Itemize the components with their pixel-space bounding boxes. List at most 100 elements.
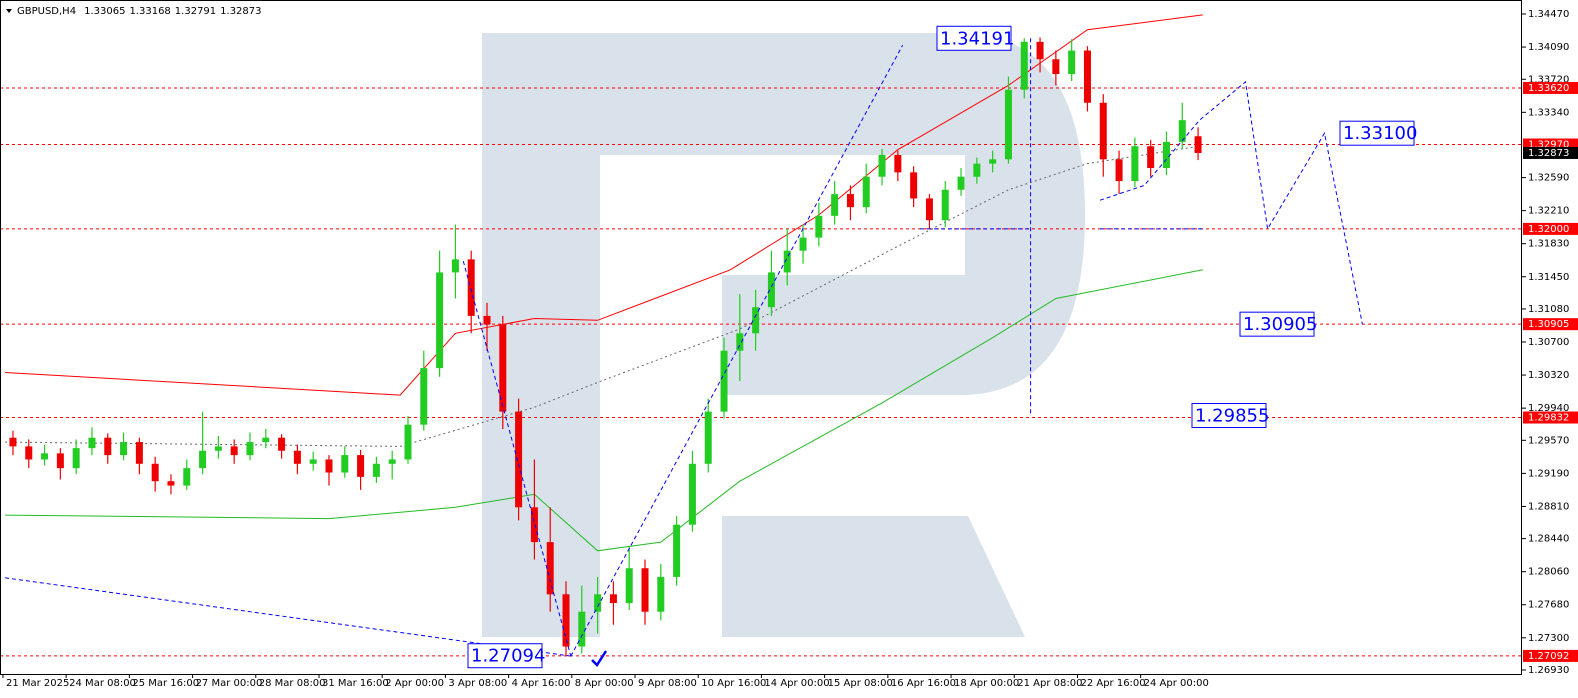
- y-tick-label: 1.32210: [1528, 206, 1569, 217]
- candle-body: [625, 568, 633, 604]
- checkmark: [591, 650, 608, 667]
- plot: 1.34191 1.33100 1.30905 1.29855 1.27094: [0, 14, 1522, 669]
- candle-body: [846, 194, 854, 208]
- x-tick-label: 21 Mar 2025: [6, 678, 69, 689]
- candle-body: [989, 159, 997, 164]
- watermark-shape: [482, 33, 1085, 637]
- candle-body: [214, 446, 222, 451]
- candle-body: [941, 189, 949, 221]
- x-tick-label: 28 Mar 08:00: [259, 678, 326, 689]
- annotation-label: 1.33100: [1343, 123, 1417, 144]
- candle-body: [436, 272, 444, 369]
- annotation-label: 1.34191: [940, 28, 1014, 49]
- candle-body: [1004, 89, 1012, 160]
- y-tick-label: 1.32590: [1528, 173, 1569, 184]
- menu-arrow: [6, 9, 12, 13]
- x-tick-label: 21 Apr 08:00: [1017, 678, 1082, 689]
- open: 1.33065: [84, 6, 125, 17]
- last-price-label: 1.32873: [1528, 148, 1569, 159]
- candle-body: [262, 437, 270, 443]
- candle-body: [752, 307, 760, 334]
- header: GBPUSD,H4 1.33065 1.33168 1.32791 1.32873: [17, 6, 262, 17]
- annotation-label: 1.27094: [471, 646, 545, 667]
- candle-body: [783, 250, 791, 273]
- candle-body: [562, 594, 570, 647]
- candle-body: [515, 411, 523, 508]
- high: 1.33168: [129, 6, 170, 17]
- x-tick-label: 3 Apr 08:00: [448, 678, 507, 689]
- candle-body: [673, 524, 681, 577]
- candle-body: [451, 259, 459, 273]
- candle-body: [357, 455, 365, 477]
- annotation-box: [1191, 403, 1267, 429]
- candle-body: [1099, 102, 1107, 160]
- candle-body: [957, 176, 965, 190]
- y-tick-label: 1.26930: [1528, 665, 1569, 676]
- candle-body: [499, 324, 507, 412]
- candle-body: [467, 259, 475, 316]
- x-tick-label: 4 Apr 16:00: [512, 678, 571, 689]
- annotation-box: [467, 643, 543, 669]
- y-tick-label: 1.31830: [1528, 239, 1569, 250]
- candle-body: [167, 481, 175, 486]
- candle-body: [910, 172, 918, 199]
- candle-body: [230, 446, 238, 456]
- y-tick-label: 1.28060: [1528, 567, 1569, 578]
- price-level-label: 1.33620: [1528, 83, 1569, 94]
- y-tick-label: 1.29570: [1528, 435, 1569, 446]
- candle-body: [815, 215, 823, 238]
- candle-body: [609, 594, 617, 604]
- annotation-box: [1239, 311, 1315, 337]
- watermark: [482, 33, 1085, 637]
- forecast-line: [1099, 80, 1363, 325]
- price-level-label: 1.27092: [1528, 651, 1569, 662]
- candle-body: [325, 459, 333, 473]
- candle-body: [1052, 59, 1060, 75]
- candle-body: [1147, 146, 1155, 168]
- y-tick-label: 1.31080: [1528, 304, 1569, 315]
- x-tick-label: 9 Apr 08:00: [638, 678, 697, 689]
- candle-body: [704, 411, 712, 464]
- candle-body: [1020, 41, 1028, 90]
- candle-body: [151, 463, 159, 482]
- candle-body: [894, 154, 902, 173]
- y-tick-label: 1.34470: [1528, 9, 1569, 20]
- low: 1.32791: [175, 6, 216, 17]
- candle-body: [1083, 50, 1091, 103]
- forecast-line: [462, 260, 572, 657]
- candle-body: [1115, 159, 1123, 182]
- candle-body: [925, 198, 933, 221]
- annotation-label: 1.30905: [1243, 314, 1317, 335]
- forecast-line: [570, 45, 904, 657]
- candle-body: [420, 368, 428, 425]
- candle-body: [578, 611, 586, 647]
- x-tick-label: 24 Apr 00:00: [1144, 678, 1209, 689]
- candle-body: [878, 154, 886, 177]
- candle-body: [530, 507, 538, 543]
- close: 1.32873: [220, 6, 261, 17]
- annotation-box: [936, 25, 1012, 51]
- candle-body: [546, 542, 554, 595]
- x-tick-label: 24 Mar 08:00: [69, 678, 136, 689]
- annotation-box: [1339, 120, 1415, 146]
- price-level-label: 1.29832: [1528, 413, 1569, 424]
- candle-body: [799, 237, 807, 251]
- candle-body: [641, 568, 649, 612]
- candle-body: [120, 442, 128, 456]
- candle-body: [1162, 141, 1170, 168]
- price-level-label: 1.32000: [1528, 224, 1569, 235]
- candle-body: [25, 446, 33, 460]
- candle-body: [483, 315, 491, 325]
- price-level-box: [1523, 222, 1578, 235]
- x-tick-label: 16 Apr 16:00: [891, 678, 956, 689]
- y-tick-label: 1.34090: [1528, 42, 1569, 53]
- candle-body: [88, 437, 96, 449]
- symbol: GBPUSD,H4: [17, 6, 76, 17]
- last-price-box: [1523, 146, 1578, 159]
- candle-body: [183, 468, 191, 486]
- y-tick-label: 1.28440: [1528, 534, 1569, 545]
- candle-body: [41, 453, 49, 460]
- x-tick-label: 31 Mar 16:00: [322, 678, 389, 689]
- candle-body: [278, 437, 286, 451]
